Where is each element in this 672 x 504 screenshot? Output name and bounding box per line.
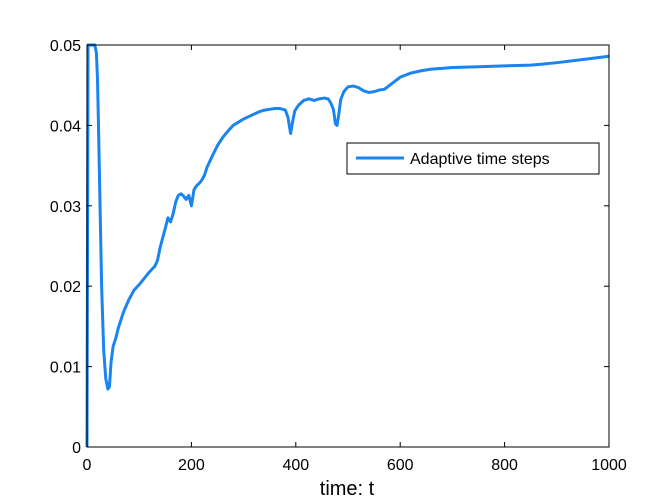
y-tick-label: 0.01	[50, 360, 81, 377]
y-tick-label: 0.03	[50, 199, 81, 216]
legend-label: Adaptive time steps	[410, 151, 550, 168]
plot-area-border	[86, 44, 610, 448]
series-line-0	[85, 43, 610, 448]
y-tick-label: 0.02	[50, 279, 81, 296]
legend: Adaptive time steps	[346, 142, 600, 175]
y-tick-label: 0	[72, 440, 81, 457]
y-tick-label: 0.04	[50, 118, 81, 135]
series-layer	[85, 43, 610, 448]
x-tick-label: 200	[178, 457, 205, 474]
axis-ticks: 0 200 400 600 800 1000 0 0.01 0.02 0.03 0.04 0.05	[50, 38, 627, 474]
x-tick-label: 800	[491, 457, 518, 474]
y-tick-label: 0.05	[50, 38, 81, 55]
plot-frame	[86, 44, 610, 448]
x-tick-label: 400	[282, 457, 309, 474]
x-tick-label: 600	[387, 457, 414, 474]
x-axis-title: time: t	[320, 478, 375, 500]
x-tick-label: 1000	[591, 457, 627, 474]
x-tick-label: 0	[83, 457, 92, 474]
